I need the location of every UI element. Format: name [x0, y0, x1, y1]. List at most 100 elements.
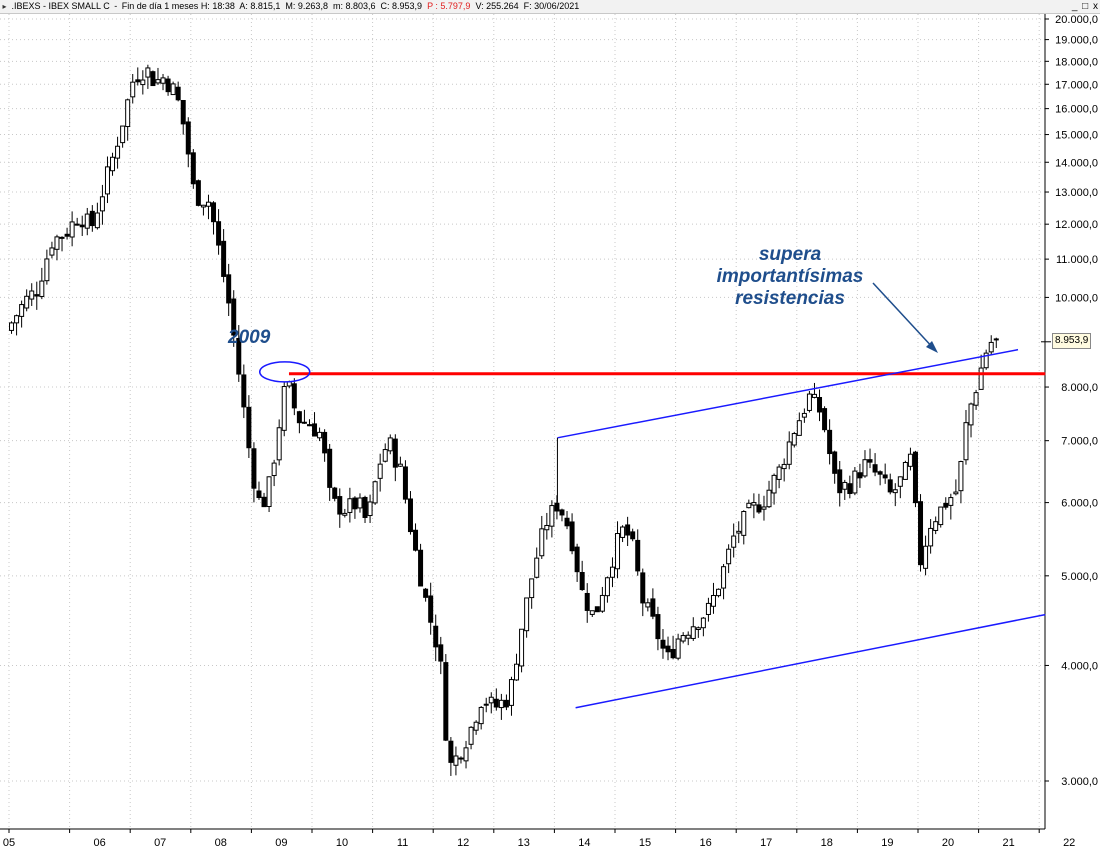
x-tick-label: 15	[639, 837, 651, 849]
candle-body	[897, 476, 903, 487]
candle-body	[498, 699, 504, 709]
candle-body	[508, 679, 514, 706]
candle-body	[271, 462, 277, 477]
minimize-button[interactable]: _	[1071, 1, 1078, 12]
candle-body	[978, 367, 984, 390]
candle-body	[130, 81, 136, 98]
candle-body	[599, 594, 605, 612]
candle-body	[584, 592, 590, 611]
candle-body	[39, 280, 45, 297]
candle-body	[524, 597, 530, 632]
candle-body	[948, 497, 954, 506]
candle-body	[256, 490, 262, 499]
x-tick-label: 11	[397, 837, 408, 849]
candle-body	[660, 639, 666, 649]
candle-body	[216, 221, 222, 246]
candle-body	[953, 491, 959, 495]
candle-body	[362, 496, 368, 518]
header-f: F: 30/06/2021	[523, 1, 580, 11]
candle-body	[918, 501, 924, 566]
candle-body	[559, 509, 565, 516]
candle-body	[382, 449, 388, 462]
header-menu-arrow-icon[interactable]: ▸	[2, 2, 7, 11]
y-tick-label: 3.000,0	[1061, 776, 1098, 788]
header-c: C: 8.953,9	[380, 1, 423, 11]
candle-body	[397, 463, 403, 467]
candle-body	[49, 247, 55, 256]
candle-body	[438, 644, 444, 662]
candle-body	[771, 474, 777, 494]
candle-body	[372, 481, 378, 504]
candle-body	[357, 497, 363, 509]
header-separator: -	[114, 1, 118, 11]
candle-body	[665, 645, 671, 653]
x-tick-label: 05	[3, 837, 15, 849]
candle-body	[811, 393, 817, 398]
annotation-supera-line-3: resistencias	[735, 288, 845, 309]
candle-body	[615, 533, 621, 570]
candle-body	[695, 627, 701, 631]
candle-body	[761, 506, 767, 510]
candle-body	[786, 441, 792, 465]
y-tick-label: 10.000,0	[1055, 292, 1098, 304]
candle-body	[746, 502, 752, 509]
candle-body	[458, 757, 464, 760]
candle-body	[185, 121, 191, 155]
candle-body	[710, 594, 716, 607]
candle-body	[609, 566, 615, 578]
candle-body	[736, 530, 742, 534]
candle-body	[630, 531, 636, 540]
candle-body	[756, 504, 762, 513]
candle-body	[705, 602, 711, 615]
candle-body	[680, 635, 686, 642]
candle-body	[625, 524, 631, 536]
candle-body	[291, 383, 297, 409]
candle-body	[852, 470, 858, 494]
candle-body	[231, 298, 237, 336]
candle-body	[776, 466, 782, 480]
x-tick-label: 10	[336, 837, 348, 849]
candle-body	[503, 699, 509, 708]
x-tick-label: 19	[881, 837, 893, 849]
candle-body	[589, 610, 595, 615]
candle-body	[94, 212, 100, 229]
candle-body	[791, 433, 797, 446]
x-tick-label: 16	[699, 837, 711, 849]
candle-body	[887, 479, 893, 493]
candle-body	[857, 472, 863, 479]
candle-body	[342, 512, 348, 516]
candle-body	[327, 448, 333, 488]
candle-body	[29, 290, 35, 300]
candle-body	[463, 747, 469, 762]
candle-body	[741, 511, 747, 536]
candle-body	[175, 86, 181, 101]
y-tick-label: 5.000,0	[1061, 571, 1098, 583]
candle-body	[832, 451, 838, 474]
candle-body	[877, 471, 883, 475]
candle-body	[907, 453, 913, 467]
maximize-button[interactable]: □	[1082, 1, 1089, 12]
candle-body	[150, 71, 156, 87]
candle-body	[635, 539, 641, 572]
candle-body	[428, 595, 434, 623]
candle-body	[443, 662, 449, 741]
candle-body	[453, 755, 459, 766]
x-tick-label: 13	[518, 837, 530, 849]
header-v: V: 255.264	[475, 1, 519, 11]
candle-body	[190, 152, 196, 185]
candle-body	[418, 549, 424, 587]
x-tick-label: 09	[275, 837, 287, 849]
candle-body	[301, 421, 307, 424]
candle-body	[317, 431, 323, 439]
annotation-supera-line-1: supera	[758, 244, 822, 265]
candle-body	[59, 236, 65, 239]
candle-body	[170, 83, 176, 96]
candle-body	[413, 529, 419, 551]
x-tick-label: 06	[93, 837, 105, 849]
candle-body	[19, 304, 25, 317]
header-timeframe: Fin de día 1 meses	[121, 1, 199, 11]
close-button[interactable]: x	[1093, 1, 1098, 12]
candle-body	[433, 625, 439, 648]
candle-body	[933, 521, 939, 531]
